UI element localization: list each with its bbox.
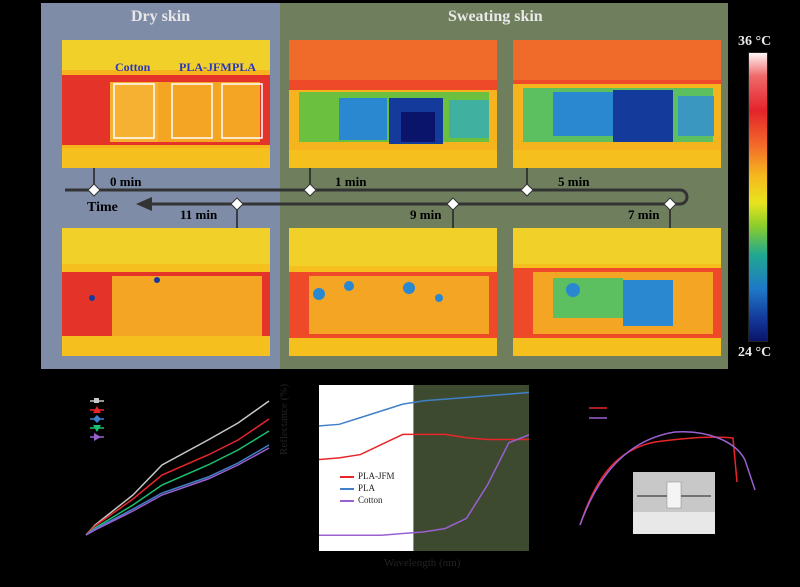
time-label-7min: 7 min: [628, 207, 660, 222]
thermal-image-0min: [62, 40, 270, 168]
reflectance-plot: [317, 384, 531, 552]
thermal-image-5min: [513, 40, 721, 168]
time-label-1min: 1 min: [335, 174, 367, 189]
reflectance-series-pla-jfm: [317, 433, 530, 461]
reflectance-chart: [317, 384, 531, 552]
fabric-label-cotton: Cotton: [115, 60, 151, 74]
time-label-5min: 5 min: [558, 174, 590, 189]
fabric-label-pla: PLA: [232, 60, 256, 74]
reflectance-xlabel: Wavelength (nm): [384, 557, 461, 569]
left-line-chart: [85, 398, 270, 536]
legend-item-pla-jfm: PLA-JFM: [340, 470, 395, 482]
time-axis-label: Time: [87, 200, 118, 215]
temperature-colorbar: [748, 52, 768, 342]
right-line-chart: [579, 407, 756, 534]
time-label-11min: 11 min: [180, 207, 218, 222]
time-label-0min: 0 min: [110, 174, 142, 189]
reflectance-series-pla: [317, 391, 531, 427]
reflectance-frame: [318, 384, 530, 552]
reflectance-ylabel: Reflectance (%): [278, 383, 290, 455]
left-chart-legend: [90, 398, 104, 441]
thermal-image-7min: [513, 228, 721, 356]
dry-skin-header: Dry skin: [131, 8, 191, 25]
thermal-image-1min: [289, 40, 497, 168]
fabric-label-pla-jfm: PLA-JFM: [179, 60, 232, 74]
sweating-skin-header: Sweating skin: [448, 8, 543, 25]
legend-item-cotton: Cotton: [340, 494, 395, 506]
thermal-image-9min: [289, 228, 497, 356]
colorbar-max-label: 36 °C: [738, 34, 772, 49]
colorbar-min-label: 24 °C: [738, 345, 772, 360]
time-label-9min: 9 min: [410, 207, 442, 222]
legend-item-pla: PLA: [340, 482, 395, 494]
reflectance-legend: PLA-JFM PLA Cotton: [340, 470, 395, 506]
thermal-image-11min: [62, 228, 270, 356]
reflectance-shaded-region: [413, 384, 530, 552]
reflectance-series-cotton: [318, 433, 531, 536]
